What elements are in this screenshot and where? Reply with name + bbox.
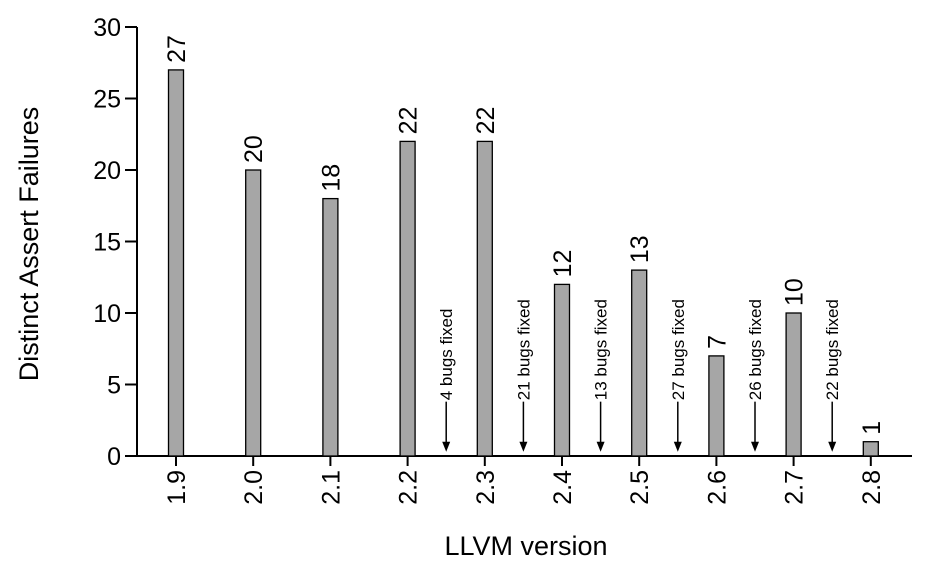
annotation-arrowhead: [596, 441, 605, 452]
annotation-arrowhead: [751, 441, 759, 452]
bug-fix-annotations: 4 bugs fixed 21 bugs fixed 13 bugs fixed 27…: [437, 299, 842, 452]
data-label: 12: [549, 250, 577, 278]
annotation-label: 27 bugs fixed: [669, 299, 688, 400]
annotation-arrowhead: [673, 441, 682, 452]
data-label: 22: [472, 107, 500, 135]
data-label: 7: [703, 335, 731, 349]
x-tick-label: 2.5: [626, 470, 654, 505]
x-tick-label: 2.4: [549, 470, 577, 505]
x-tick-label: 2.7: [781, 470, 809, 505]
bar-2.0: [245, 169, 262, 457]
bar-2.1: [322, 197, 339, 457]
data-label: 10: [781, 278, 809, 306]
data-label: 20: [240, 135, 268, 163]
annotation-label: 13 bugs fixed: [592, 299, 611, 400]
y-axis-title: Distinct Assert Failures: [14, 107, 44, 382]
data-label: 1: [858, 421, 886, 435]
x-tick-label: 2.1: [317, 470, 345, 505]
x-tick-label: 2.6: [703, 470, 731, 505]
bar-2.7: [785, 312, 802, 457]
y-tick-label: 0: [107, 443, 121, 471]
bar-2.2: [399, 140, 416, 457]
axes: [125, 26, 912, 466]
data-label: 22: [395, 107, 423, 135]
bar-1.9: [167, 69, 185, 457]
annotation-arrowhead: [442, 441, 451, 452]
y-tick-label: 5: [107, 372, 121, 400]
annotation-label: 4 bugs fixed: [437, 309, 456, 401]
data-label: 27: [163, 35, 191, 63]
value-labels: 27 20 18 22 22 12 13 7 10 1: [163, 35, 886, 435]
data-label: 13: [626, 235, 654, 263]
annotation-label: 26 bugs fixed: [746, 299, 765, 400]
bar-2.8: [862, 441, 879, 457]
x-axis-title: LLVM version: [444, 531, 607, 561]
bar-2.6: [708, 355, 725, 457]
y-tick-label: 15: [93, 229, 121, 257]
annotation-arrowhead: [828, 441, 837, 452]
y-tick-label: 25: [93, 86, 121, 114]
annotation-label: 22 bugs fixed: [823, 299, 842, 400]
annotation-arrowhead: [519, 441, 528, 452]
x-tick-label: 2.3: [472, 470, 500, 505]
bar-2.4: [553, 283, 571, 457]
data-label: 18: [317, 164, 345, 192]
bar-2.3: [476, 140, 493, 457]
annotation-label: 21 bugs fixed: [514, 299, 533, 400]
y-tick-label: 10: [93, 300, 121, 328]
y-tick-label: 30: [93, 14, 121, 42]
x-tick-label: 2.0: [240, 470, 268, 505]
bars: [167, 69, 879, 457]
bar-2.5: [631, 269, 648, 457]
x-tick-label: 2.2: [395, 470, 423, 505]
x-tick-label: 2.8: [858, 470, 886, 505]
y-tick-label: 20: [93, 157, 121, 185]
y-tick-labels: 0 5 10 15 20 25 30: [93, 14, 121, 471]
x-tick-labels: 1.9 2.0 2.1 2.2 2.3 2.4 2.5 2.6 2.7 2.8: [163, 470, 886, 505]
x-tick-label: 1.9: [163, 470, 191, 505]
